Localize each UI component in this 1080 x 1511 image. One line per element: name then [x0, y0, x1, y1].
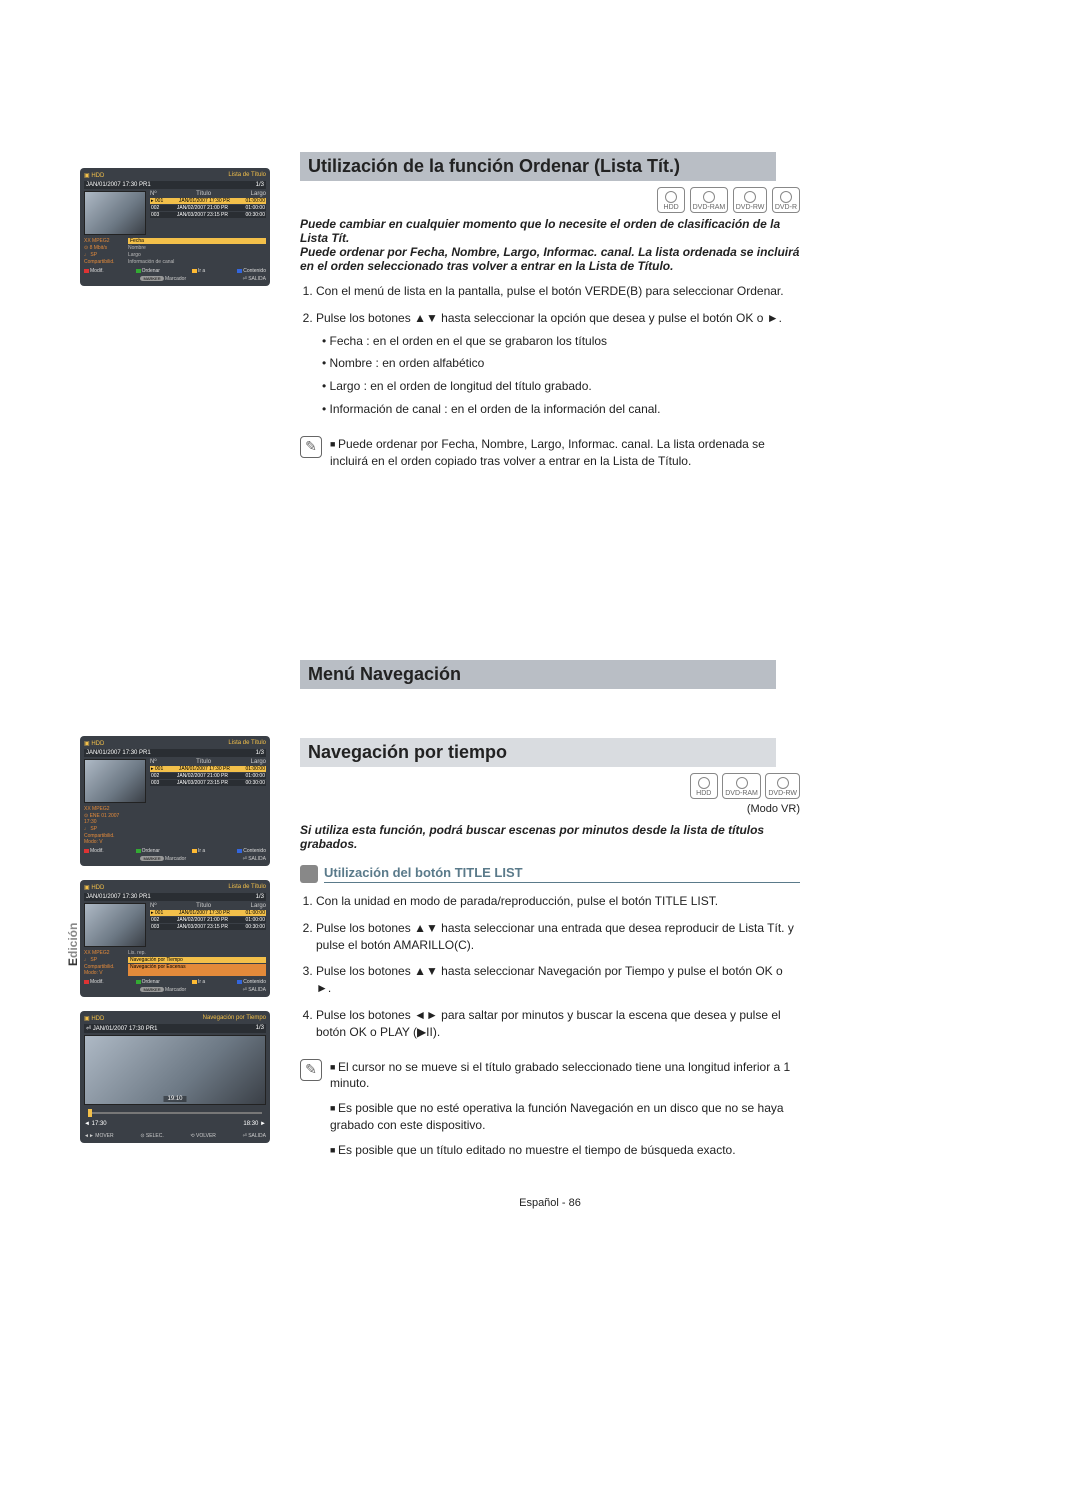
- hand-icon: [300, 865, 318, 883]
- dvdram-icon: DVD-RAM: [722, 773, 761, 799]
- screenshot-sort-menu: ▣ HDDLista de Título JAN/01/2007 17:30 P…: [80, 168, 270, 286]
- hdd-icon: HDD: [657, 187, 685, 213]
- subheader-title-list: Utilización del botón TITLE LIST: [300, 865, 800, 883]
- dvdrw-icon: DVD-RW: [765, 773, 800, 799]
- disc-icons-1: HDD DVD-RAM DVD-RW DVD-R: [300, 187, 800, 213]
- screenshot-time-nav: ▣ HDDNavegación por Tiempo ⏎ JAN/01/2007…: [80, 1011, 270, 1143]
- note-1: ✎ Puede ordenar por Fecha, Nombre, Largo…: [300, 436, 800, 478]
- dvdr-icon: DVD-R: [772, 187, 800, 213]
- page-footer: Español - 86: [300, 1197, 800, 1209]
- dvdrw-icon: DVD-RW: [733, 187, 768, 213]
- disc-icons-2: HDD DVD-RAM DVD-RW: [300, 773, 800, 799]
- section-title-nav: Menú Navegación: [300, 660, 776, 689]
- dvdram-icon: DVD-RAM: [690, 187, 729, 213]
- screenshot-nav-menu: ▣ HDDLista de Título JAN/01/2007 17:30 P…: [80, 880, 270, 997]
- section-side-label: Edición: [66, 923, 80, 966]
- intro-2: Si utiliza esta función, podrá buscar es…: [300, 823, 800, 851]
- note-2: ✎ El cursor no se mueve si el título gra…: [300, 1059, 800, 1167]
- intro-1: Puede cambiar en cualquier momento que l…: [300, 217, 800, 273]
- note-icon: ✎: [300, 436, 322, 458]
- hdd-icon: HDD: [690, 773, 718, 799]
- mode-vr-label: (Modo VR): [300, 803, 800, 815]
- subsection-title-tiempo: Navegación por tiempo: [300, 738, 776, 767]
- section-title-ordenar: Utilización de la función Ordenar (Lista…: [300, 152, 776, 181]
- screenshot-title-list: ▣ HDDLista de Título JAN/01/2007 17:30 P…: [80, 736, 270, 866]
- steps-2: Con la unidad en modo de parada/reproduc…: [316, 893, 800, 1041]
- steps-1: Con el menú de lista en la pantalla, pul…: [316, 283, 800, 418]
- note-icon: ✎: [300, 1059, 322, 1081]
